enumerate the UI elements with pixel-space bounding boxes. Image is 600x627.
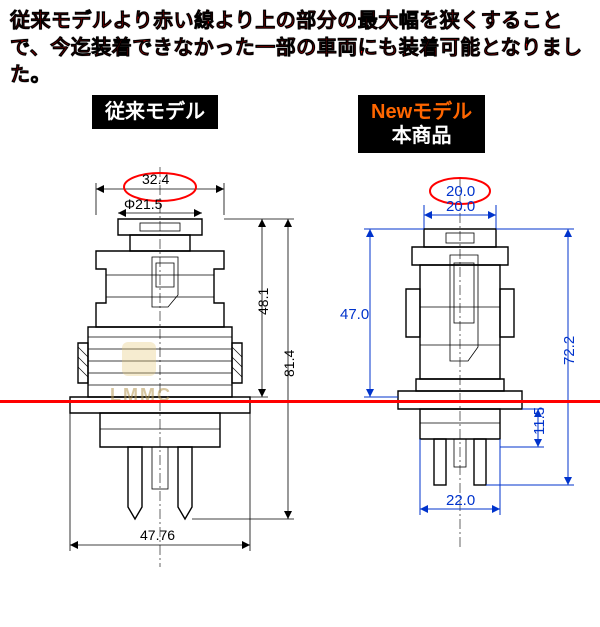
new-model-drawing: 20.0 20.0 [320, 147, 600, 587]
label-new-model: Newモデル 本商品 [358, 95, 485, 153]
diagram-area: LMMC 32.4 Φ21.5 [0, 157, 600, 627]
header-description: 従来モデルより赤い線より上の部分の最大幅を狭くすることで、今迄装着できなかった一… [0, 0, 600, 95]
dim-old-top-width: 32.4 [142, 171, 169, 187]
old-model-drawing: 32.4 Φ21.5 [0, 147, 320, 587]
dim-old-inner-dia: Φ21.5 [124, 196, 163, 212]
dim-new-base-w: 22.0 [446, 492, 475, 509]
label-new-line1: Newモデル [371, 100, 472, 124]
dim-new-total-h: 72.2 [561, 336, 578, 365]
label-new-line2: 本商品 [371, 124, 472, 148]
dim-old-total-h: 81.4 [281, 350, 297, 377]
label-old-model: 従来モデル [92, 95, 218, 129]
dim-old-base-w: 47.76 [140, 527, 175, 543]
dim-old-upper-h: 48.1 [255, 288, 271, 315]
watermark-icon [122, 342, 156, 376]
red-reference-line [0, 400, 600, 403]
dim-new-lower-h: 11.5 [531, 407, 548, 435]
dim-new-top-w: 20.0 [446, 198, 475, 215]
dim-new-upper-h: 47.0 [340, 306, 369, 323]
